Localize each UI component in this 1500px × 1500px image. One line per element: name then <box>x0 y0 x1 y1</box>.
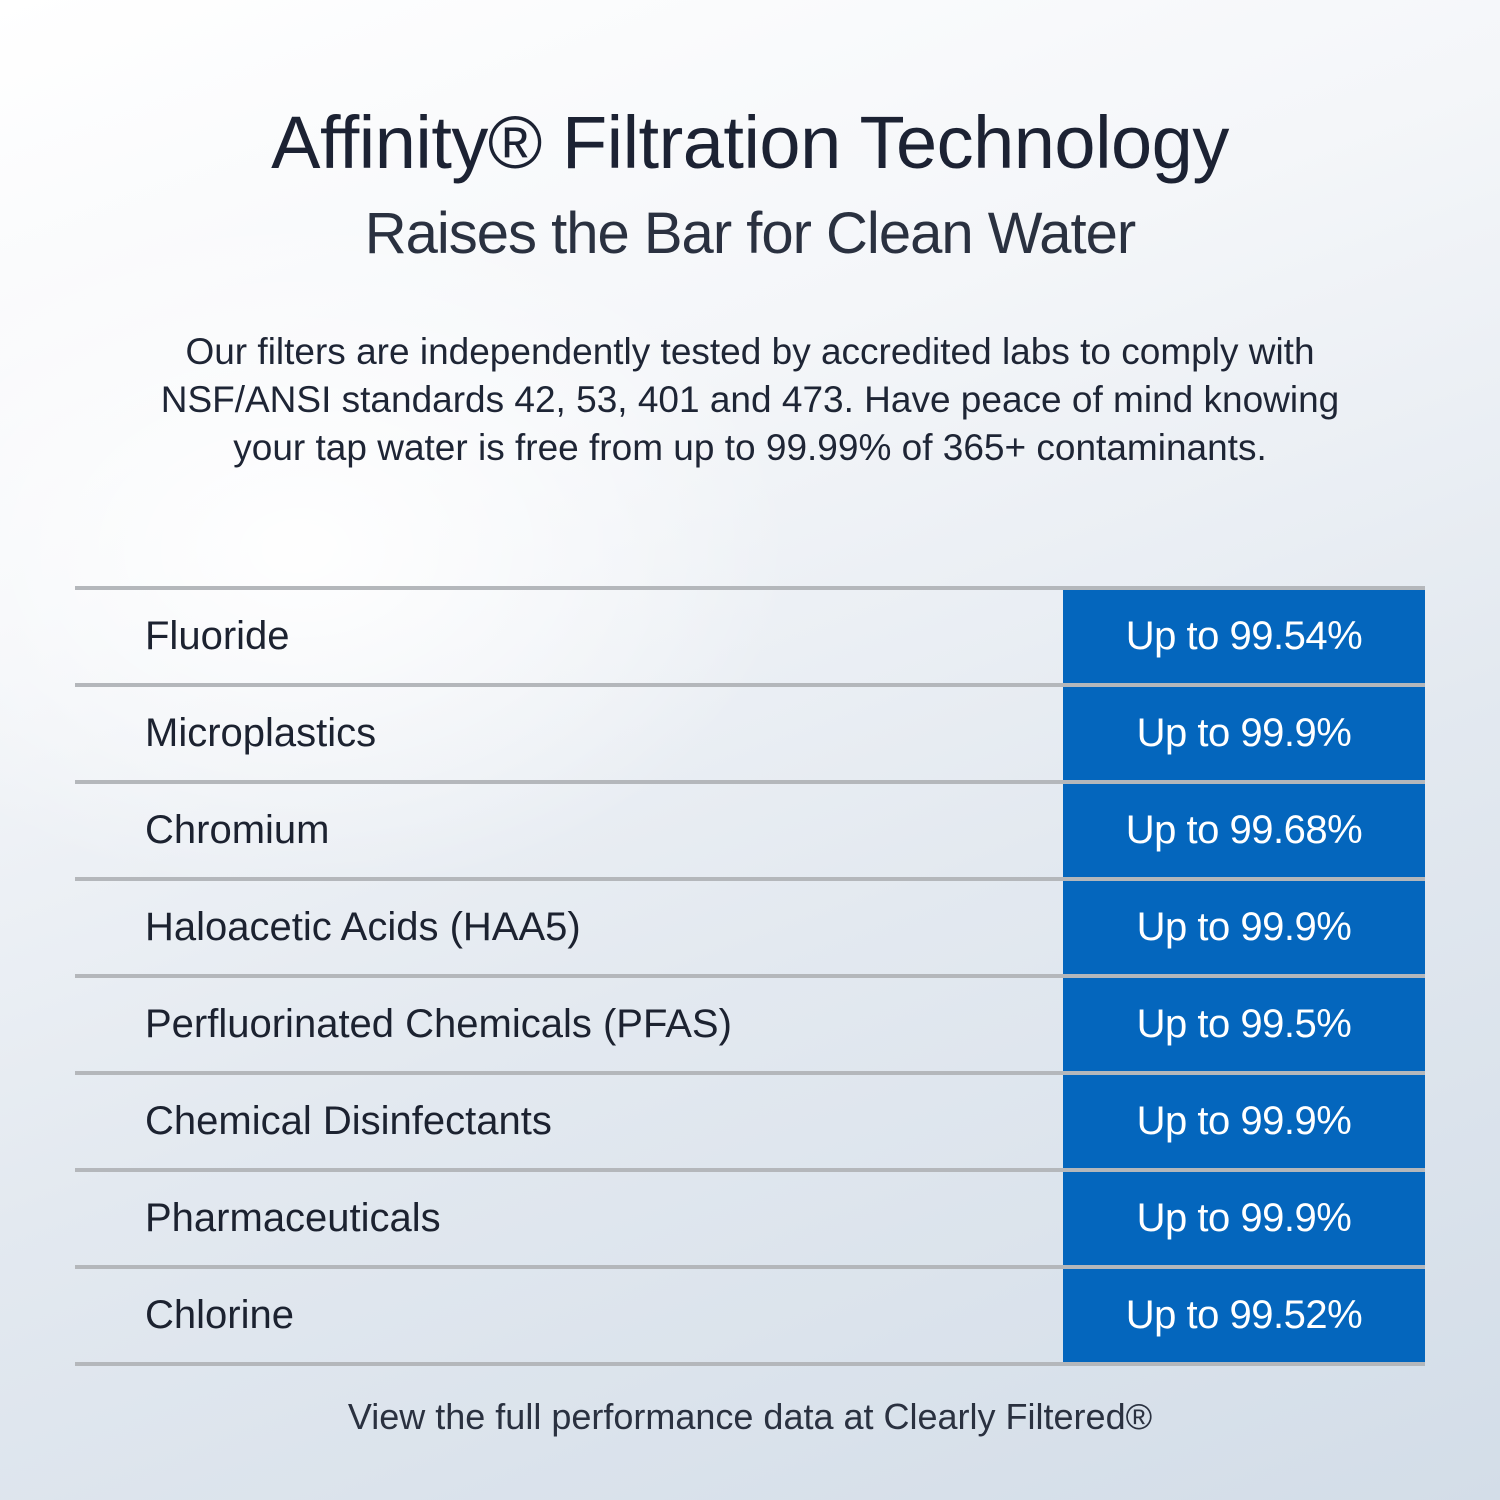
reduction-value: Up to 99.9% <box>1063 1172 1425 1265</box>
table-row: Chromium Up to 99.68% <box>75 780 1425 877</box>
page-subtitle: Raises the Bar for Clean Water <box>364 201 1137 266</box>
contaminant-name: Chlorine <box>145 1293 294 1337</box>
table-row: Fluoride Up to 99.54% <box>75 586 1425 683</box>
reduction-value: Up to 99.68% <box>1063 784 1425 877</box>
contaminant-name: Chromium <box>145 808 330 852</box>
contaminant-name: Pharmaceuticals <box>145 1196 441 1240</box>
contaminant-name: Microplastics <box>145 711 377 755</box>
contaminant-name: Haloacetic Acids (HAA5) <box>145 905 581 949</box>
contaminant-name: Perfluorinated Chemicals (PFAS) <box>145 1002 732 1046</box>
intro-paragraph: Our filters are independently tested by … <box>160 331 1340 468</box>
reduction-value: Up to 99.54% <box>1063 590 1425 683</box>
table-row: Haloacetic Acids (HAA5) Up to 99.9% <box>75 877 1425 974</box>
reduction-value: Up to 99.9% <box>1063 881 1425 974</box>
contaminant-name: Fluoride <box>145 614 290 658</box>
reduction-value: Up to 99.9% <box>1063 687 1425 780</box>
page-title: Affinity® Filtration Technology <box>271 101 1229 184</box>
table-row: Perfluorinated Chemicals (PFAS) Up to 99… <box>75 974 1425 1071</box>
footer-note: View the full performance data at Clearl… <box>347 1396 1153 1437</box>
table-row: Chemical Disinfectants Up to 99.9% <box>75 1071 1425 1168</box>
reduction-value: Up to 99.5% <box>1063 978 1425 1071</box>
reduction-value: Up to 99.9% <box>1063 1075 1425 1168</box>
table-row: Pharmaceuticals Up to 99.9% <box>75 1168 1425 1265</box>
contaminant-table: Fluoride Up to 99.54% Microplastics Up t… <box>75 586 1425 1366</box>
table-row: Chlorine Up to 99.52% <box>75 1265 1425 1366</box>
reduction-value: Up to 99.52% <box>1063 1269 1425 1362</box>
table-row: Microplastics Up to 99.9% <box>75 683 1425 780</box>
contaminant-name: Chemical Disinfectants <box>145 1099 552 1143</box>
